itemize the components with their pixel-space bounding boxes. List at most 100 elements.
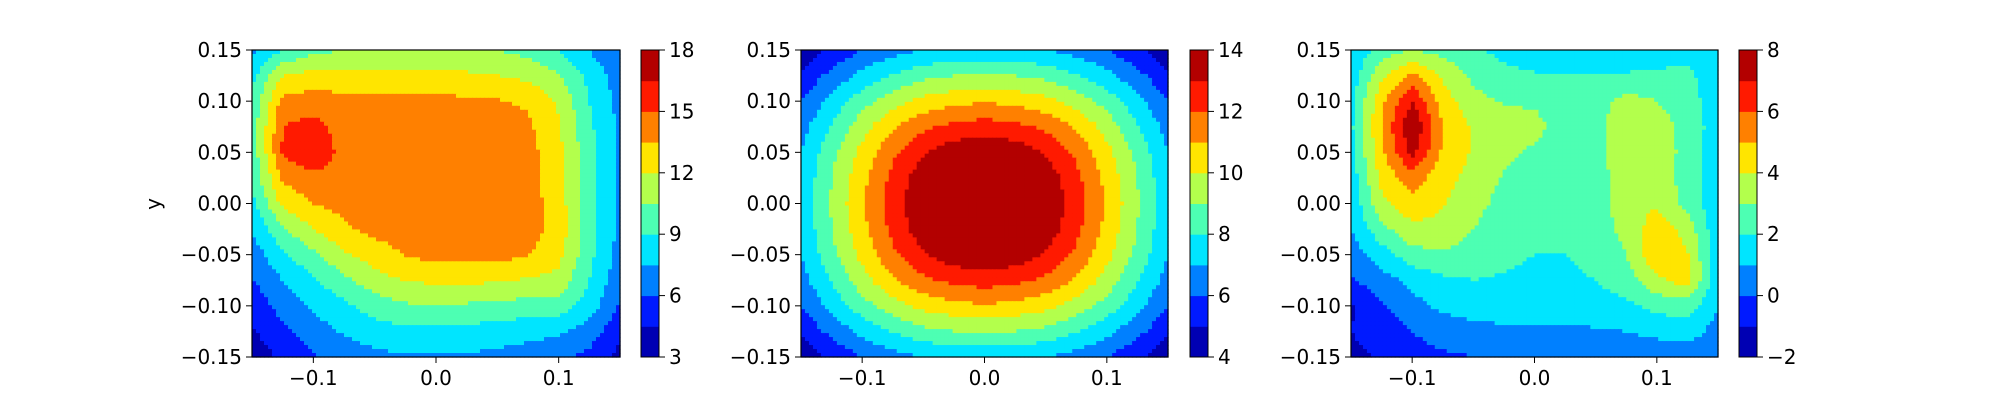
contour-cell bbox=[256, 82, 261, 87]
contour-cell bbox=[476, 221, 481, 226]
contour-cell bbox=[260, 229, 265, 234]
contour-cell bbox=[296, 154, 301, 159]
contour-cell bbox=[572, 245, 577, 250]
contour-cell bbox=[292, 146, 297, 151]
contour-cell bbox=[468, 118, 473, 123]
contour-cell bbox=[564, 225, 569, 230]
contour-cell bbox=[384, 202, 389, 207]
contour-cell bbox=[368, 114, 373, 119]
contour-cell bbox=[432, 178, 437, 183]
contour-cell bbox=[296, 209, 301, 214]
contour-cell bbox=[320, 106, 325, 111]
contour-cell bbox=[332, 78, 337, 83]
contour-cell bbox=[552, 225, 557, 230]
contour-cell bbox=[516, 78, 521, 83]
contour-cell bbox=[264, 78, 269, 83]
contour-cell bbox=[308, 70, 313, 75]
contour-cell bbox=[416, 158, 421, 163]
contour-cell bbox=[548, 253, 553, 258]
contour-cell bbox=[536, 158, 541, 163]
contour-cell bbox=[512, 66, 517, 71]
contour-cell bbox=[380, 106, 385, 111]
contour-cell bbox=[396, 110, 401, 115]
contour-cell bbox=[612, 202, 617, 207]
contour-cell bbox=[504, 186, 509, 191]
contour-cell bbox=[352, 98, 357, 103]
contour-cell bbox=[404, 261, 409, 266]
contour-cell bbox=[252, 86, 257, 91]
contour-cell bbox=[352, 170, 357, 175]
contour-cell bbox=[584, 102, 589, 107]
contour-cell bbox=[580, 194, 585, 199]
contour-cell bbox=[516, 166, 521, 171]
contour-cell bbox=[568, 130, 573, 135]
contour-cell bbox=[288, 134, 293, 139]
contour-cell bbox=[500, 154, 505, 159]
contour-cell bbox=[264, 241, 269, 246]
contour-cell bbox=[468, 110, 473, 115]
contour-cell bbox=[448, 253, 453, 258]
contour-cell bbox=[580, 74, 585, 79]
contour-cell bbox=[588, 257, 593, 262]
contour-cell bbox=[312, 265, 317, 270]
contour-cell bbox=[340, 78, 345, 83]
contour-cell bbox=[564, 190, 569, 195]
contour-cell bbox=[512, 225, 517, 230]
contour-cell bbox=[588, 205, 593, 210]
contour-cell bbox=[364, 213, 369, 218]
contour-cell bbox=[296, 162, 301, 167]
contour-cell bbox=[336, 86, 341, 91]
contour-cell bbox=[292, 54, 297, 59]
contour-cell bbox=[496, 194, 501, 199]
contour-cell bbox=[544, 106, 549, 111]
contour-cell bbox=[372, 106, 377, 111]
contour-cell bbox=[256, 170, 261, 175]
contour-cell bbox=[420, 70, 425, 75]
contour-cell bbox=[580, 221, 585, 226]
contour-cell bbox=[432, 98, 437, 103]
contour-cell bbox=[264, 174, 269, 179]
contour-cell bbox=[456, 198, 461, 203]
contour-cell bbox=[388, 186, 393, 191]
contour-cell bbox=[460, 229, 465, 234]
contour-cell bbox=[264, 98, 269, 103]
contour-cell bbox=[396, 62, 401, 67]
contour-cell bbox=[324, 94, 329, 99]
contour-cell bbox=[536, 66, 541, 71]
contour-cell bbox=[592, 110, 597, 115]
contour-cell bbox=[416, 110, 421, 115]
contour-cell bbox=[288, 126, 293, 131]
contour-cell bbox=[552, 58, 557, 63]
contour-cell bbox=[500, 162, 505, 167]
contour-cell bbox=[464, 241, 469, 246]
contour-cell bbox=[464, 86, 469, 91]
contour-cell bbox=[496, 90, 501, 95]
contour-cell bbox=[516, 82, 521, 87]
contour-cell bbox=[528, 86, 533, 91]
contour-cell bbox=[532, 58, 537, 63]
contour-cell bbox=[600, 122, 605, 127]
contour-cell bbox=[276, 154, 281, 159]
contour-cell bbox=[608, 229, 613, 234]
contour-cell bbox=[528, 106, 533, 111]
contour-cell bbox=[544, 233, 549, 238]
contour-cell bbox=[384, 150, 389, 155]
contour-cell bbox=[432, 90, 437, 95]
contour-cell bbox=[456, 114, 461, 119]
contour-cell bbox=[292, 209, 297, 214]
contour-cell bbox=[556, 142, 561, 147]
contour-cell bbox=[392, 237, 397, 242]
contour-cell bbox=[440, 174, 445, 179]
contour-cell bbox=[440, 221, 445, 226]
contour-cell bbox=[548, 217, 553, 222]
contour-cell bbox=[576, 229, 581, 234]
contour-cell bbox=[272, 261, 277, 266]
contour-cell bbox=[580, 253, 585, 258]
contour-cell bbox=[376, 241, 381, 246]
contour-cell bbox=[384, 74, 389, 79]
contour-cell bbox=[488, 261, 493, 266]
contour-cell bbox=[416, 178, 421, 183]
contour-cell bbox=[356, 221, 361, 226]
contour-cell bbox=[408, 146, 413, 151]
contour-cell bbox=[440, 186, 445, 191]
